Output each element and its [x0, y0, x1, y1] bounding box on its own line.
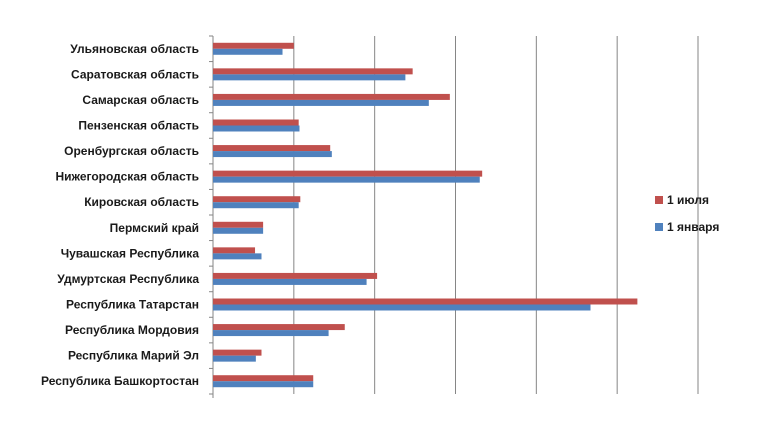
- bar-series-1: [213, 93, 450, 100]
- bar-series-2: [213, 253, 262, 260]
- category-label: Кировская область: [84, 195, 199, 209]
- category-label: Ульяновская область: [70, 42, 199, 56]
- category-label: Удмуртская Республика: [57, 272, 199, 286]
- bar-series-1: [213, 349, 262, 356]
- legend-label: 1 января: [667, 220, 719, 234]
- category-label: Республика Мордовия: [65, 323, 199, 337]
- bar-series-2: [213, 202, 299, 209]
- bar-series-1: [213, 298, 638, 305]
- bar-series-2: [213, 304, 591, 311]
- category-label: Республика Башкортостан: [41, 374, 199, 388]
- legend: 1 июля 1 января: [655, 193, 719, 234]
- bars: [213, 42, 638, 388]
- bar-series-1: [213, 272, 378, 279]
- bar-series-2: [213, 99, 429, 106]
- bar-series-1: [213, 247, 256, 254]
- legend-swatch: [655, 196, 663, 204]
- bar-series-2: [213, 125, 300, 132]
- bar-series-1: [213, 324, 345, 331]
- category-labels: Ульяновская область Саратовская область Са…: [41, 35, 213, 395]
- bar-series-1: [213, 42, 294, 49]
- bar-series-1: [213, 375, 314, 382]
- bar-series-2: [213, 48, 283, 55]
- category-label: Саратовская область: [71, 67, 199, 81]
- bar-series-1: [213, 119, 299, 126]
- bar-series-1: [213, 170, 483, 177]
- category-label: Республика Марий Эл: [68, 349, 199, 363]
- category-label: Оренбургская область: [64, 144, 199, 158]
- bar-series-1: [213, 145, 331, 152]
- bar-series-2: [213, 151, 332, 158]
- legend-label: 1 июля: [667, 193, 709, 207]
- bar-series-2: [213, 381, 314, 388]
- category-label: Чувашская Республика: [61, 246, 200, 260]
- category-label: Пермский край: [110, 221, 199, 235]
- category-label: Самарская область: [82, 93, 199, 107]
- category-label: Республика Татарстан: [66, 298, 199, 312]
- bar-series-2: [213, 330, 329, 337]
- bar-series-1: [213, 68, 413, 75]
- bar-series-2: [213, 176, 480, 183]
- bar-series-1: [213, 196, 301, 203]
- bar-series-2: [213, 74, 406, 81]
- category-label: Пензенская область: [78, 119, 199, 133]
- category-label: Нижегородская область: [55, 170, 199, 184]
- gridlines: [293, 36, 699, 394]
- legend-swatch: [655, 223, 663, 231]
- bar-series-1: [213, 221, 264, 228]
- bar-series-2: [213, 278, 367, 285]
- bar-series-2: [213, 355, 256, 362]
- bar-series-2: [213, 227, 264, 234]
